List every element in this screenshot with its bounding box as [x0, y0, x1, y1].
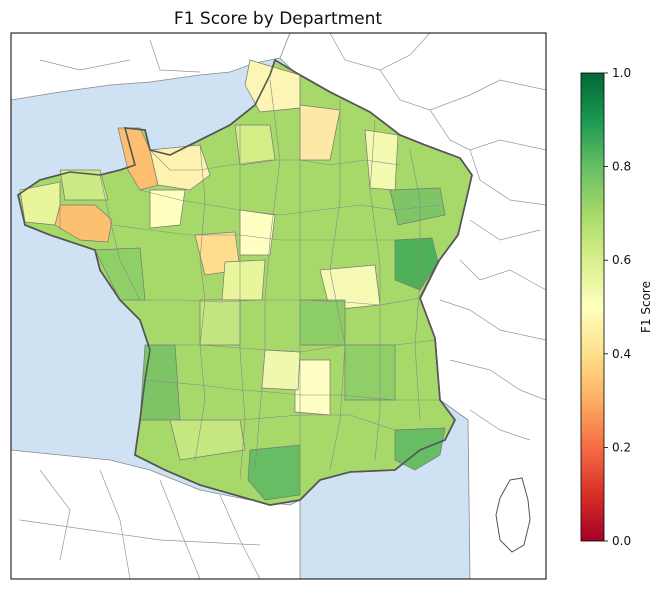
dept-region	[234, 124, 276, 166]
colorbar-label: F1 Score	[639, 281, 653, 333]
dept-region	[389, 187, 446, 226]
colorbar-tick-label: 0.4	[612, 347, 631, 361]
dept-region	[19, 181, 61, 226]
dept-region	[149, 189, 186, 229]
colorbar-tick-label: 0.6	[612, 253, 631, 267]
dept-region	[261, 349, 301, 391]
corsica	[495, 477, 531, 553]
colorbar-gradient	[580, 72, 605, 542]
dept-region	[344, 344, 396, 401]
colorbar-tick-label: 1.0	[612, 66, 631, 80]
map-title: F1 Score by Department	[174, 9, 382, 29]
dept-region	[239, 209, 276, 256]
map-frame	[10, 32, 547, 580]
map-area	[11, 33, 546, 579]
colorbar-tick-label: 0.0	[612, 534, 631, 548]
colorbar: 0.0 0.2 0.4 0.6 0.8 1.0 F1 Score	[580, 66, 653, 548]
colorbar-tick-label: 0.8	[612, 160, 631, 174]
dept-region	[394, 237, 439, 291]
dept-region	[364, 129, 399, 191]
dept-region	[199, 299, 241, 346]
dept-region	[59, 169, 109, 201]
dept-region	[149, 144, 211, 191]
colorbar-tick-label: 0.2	[612, 440, 631, 454]
dept-region	[221, 259, 266, 301]
france-border	[17, 58, 473, 506]
dept-region	[299, 299, 346, 346]
dept-region	[247, 444, 301, 501]
